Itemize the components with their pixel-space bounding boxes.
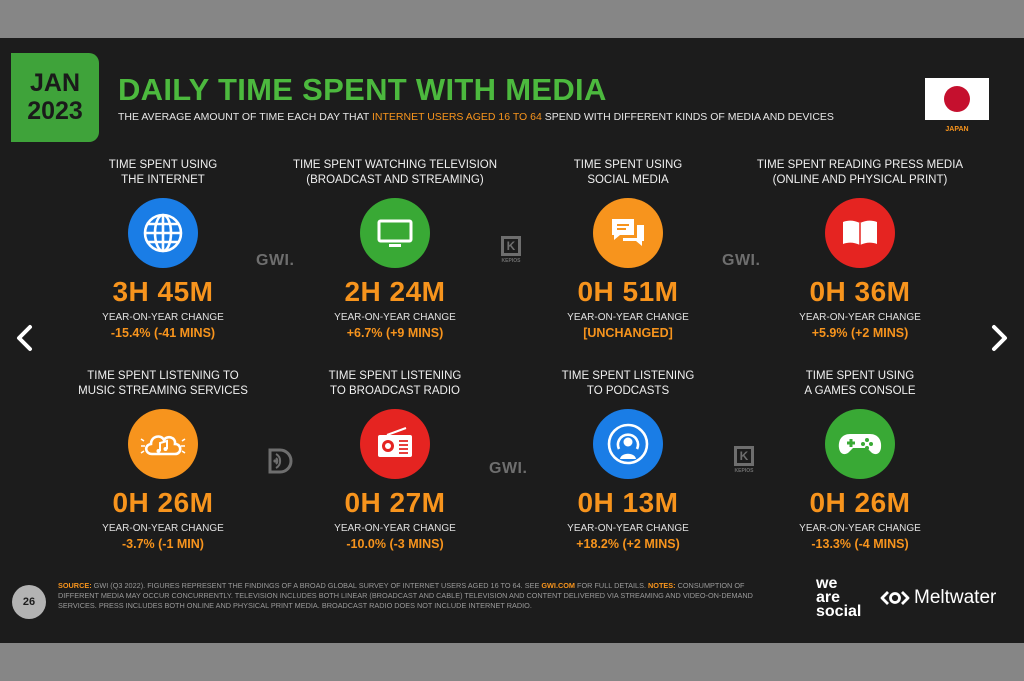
card-label: TIME SPENT USING SOCIAL MEDIA: [573, 159, 683, 186]
datareportal-watermark-icon: [268, 448, 293, 474]
date-month: JAN: [29, 69, 80, 97]
yoy-change: +18.2% (+2 MINS): [576, 537, 680, 551]
card-broadcast-radio: TIME SPENT LISTENING TO BROADCAST RADIO 0…: [280, 369, 510, 551]
card-label: TIME SPENT LISTENING TO PODCASTS: [561, 370, 695, 397]
date-year: 2023: [27, 97, 83, 125]
time-value: 0H 27M: [344, 487, 446, 518]
yoy-change: -3.7% (-1 MIN): [122, 537, 204, 551]
time-value: 0H 36M: [809, 276, 911, 307]
kepios-watermark: K KEPIOS: [500, 236, 522, 264]
yoy-change: -15.4% (-41 MINS): [110, 326, 216, 340]
yoy-change: -10.0% (-3 MINS): [346, 537, 444, 551]
previous-arrow-icon[interactable]: [12, 323, 36, 353]
time-value: 0H 13M: [577, 487, 679, 518]
card-label: TIME SPENT WATCHING TELEVISION (BROADCAST…: [292, 159, 498, 186]
time-value: 0H 26M: [112, 487, 214, 518]
globe-icon: [128, 198, 198, 268]
japan-flag-icon: [925, 78, 989, 120]
source-link[interactable]: GWI.COM: [541, 581, 576, 590]
subtitle-post: SPEND WITH DIFFERENT KINDS OF MEDIA AND …: [541, 111, 834, 123]
podcast-icon: [593, 409, 663, 479]
yoy-label: YEAR-ON-YEAR CHANGE: [799, 523, 921, 534]
card-music-streaming: TIME SPENT LISTENING TO MUSIC STREAMING S…: [48, 369, 278, 551]
card-label: TIME SPENT USING A GAMES CONSOLE: [804, 370, 916, 397]
we-are-social-logo: we are social: [816, 575, 862, 620]
radio-icon: [360, 409, 430, 479]
time-value: 0H 51M: [577, 276, 679, 307]
slide: JAN 2023 DAILY TIME SPENT WITH MEDIA THE…: [0, 38, 1024, 643]
card-label: TIME SPENT LISTENING TO MUSIC STREAMING S…: [78, 370, 248, 397]
chat-bubbles-icon: [593, 198, 663, 268]
yoy-label: YEAR-ON-YEAR CHANGE: [799, 312, 921, 323]
card-games-console: TIME SPENT USING A GAMES CONSOLE 0H 26M Y…: [745, 369, 975, 551]
yoy-label: YEAR-ON-YEAR CHANGE: [334, 312, 456, 323]
gwi-watermark: GWI.: [722, 252, 761, 269]
card-television: TIME SPENT WATCHING TELEVISION (BROADCAST…: [280, 158, 510, 340]
yoy-change: +5.9% (+2 MINS): [811, 326, 909, 340]
gamepad-icon: [825, 409, 895, 479]
book-icon: [825, 198, 895, 268]
card-social-media: TIME SPENT USING SOCIAL MEDIA 0H 51M YEAR…: [513, 158, 743, 340]
tv-icon: [360, 198, 430, 268]
subtitle-pre: THE AVERAGE AMOUNT OF TIME EACH DAY THAT: [118, 111, 372, 123]
yoy-label: YEAR-ON-YEAR CHANGE: [102, 523, 224, 534]
yoy-change: -13.3% (-4 MINS): [811, 537, 909, 551]
card-internet: TIME SPENT USING THE INTERNET 3H 45M YEAR…: [48, 158, 278, 340]
yoy-change: +6.7% (+9 MINS): [346, 326, 444, 340]
yoy-label: YEAR-ON-YEAR CHANGE: [102, 312, 224, 323]
yoy-label: YEAR-ON-YEAR CHANGE: [567, 312, 689, 323]
meltwater-mark-icon: [880, 591, 910, 605]
footnote: SOURCE: GWI (Q3 2022). FIGURES REPRESENT…: [58, 581, 753, 610]
gwi-watermark: GWI.: [256, 252, 295, 269]
yoy-label: YEAR-ON-YEAR CHANGE: [567, 523, 689, 534]
time-value: 3H 45M: [112, 276, 214, 307]
card-label: TIME SPENT USING THE INTERNET: [108, 159, 218, 186]
kepios-watermark: K KEPIOS: [733, 446, 755, 474]
date-tab: JAN 2023: [11, 53, 99, 142]
next-arrow-icon[interactable]: [988, 323, 1012, 353]
card-label: TIME SPENT LISTENING TO BROADCAST RADIO: [328, 370, 462, 397]
gwi-watermark: GWI.: [489, 460, 528, 477]
cloud-music-icon: [128, 409, 198, 479]
page-number: 26: [12, 585, 46, 619]
yoy-label: YEAR-ON-YEAR CHANGE: [334, 523, 456, 534]
card-label: TIME SPENT READING PRESS MEDIA (ONLINE AN…: [756, 159, 964, 186]
page-subtitle: THE AVERAGE AMOUNT OF TIME EACH DAY THAT…: [118, 111, 834, 123]
meltwater-logo: Meltwater: [880, 587, 996, 609]
time-value: 2H 24M: [344, 276, 446, 307]
page-title: DAILY TIME SPENT WITH MEDIA: [118, 72, 607, 107]
yoy-change: [UNCHANGED]: [583, 326, 673, 340]
subtitle-highlight: INTERNET USERS AGED 16 TO 64: [372, 111, 542, 123]
card-podcasts: TIME SPENT LISTENING TO PODCASTS 0H 13M Y…: [513, 369, 743, 551]
country-label: JAPAN: [945, 126, 969, 133]
time-value: 0H 26M: [809, 487, 911, 518]
card-press-media: TIME SPENT READING PRESS MEDIA (ONLINE AN…: [745, 158, 975, 340]
